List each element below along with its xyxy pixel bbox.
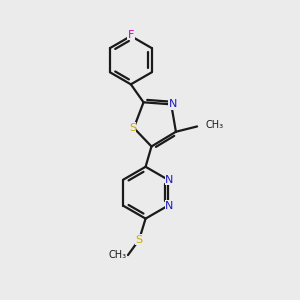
Text: N: N: [165, 201, 174, 211]
Text: CH₃: CH₃: [206, 120, 224, 130]
Text: CH₃: CH₃: [108, 250, 126, 260]
Text: N: N: [169, 99, 177, 110]
Text: S: S: [129, 123, 136, 133]
Text: N: N: [165, 175, 174, 185]
Text: S: S: [136, 235, 143, 245]
Text: F: F: [128, 30, 134, 40]
